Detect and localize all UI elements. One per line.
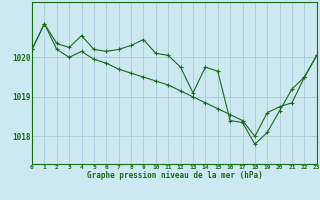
- X-axis label: Graphe pression niveau de la mer (hPa): Graphe pression niveau de la mer (hPa): [86, 171, 262, 180]
